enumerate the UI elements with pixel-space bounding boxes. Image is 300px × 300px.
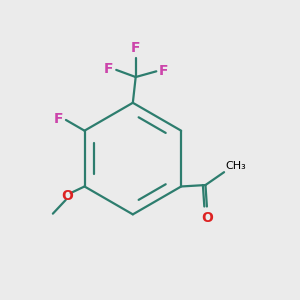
Text: O: O [202,211,213,224]
Text: F: F [104,62,113,76]
Text: O: O [61,190,73,203]
Text: F: F [131,41,140,55]
Text: F: F [54,112,64,126]
Text: CH₃: CH₃ [226,161,246,171]
Text: F: F [159,64,169,78]
